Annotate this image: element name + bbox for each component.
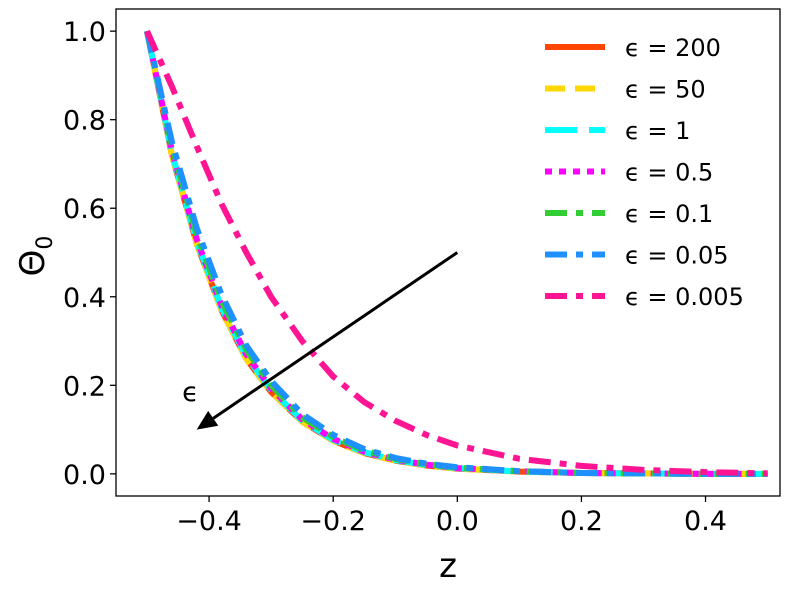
annotation-arrow-shaft (212, 251, 459, 420)
annotation-label: ϵ (182, 377, 199, 408)
x-axis-label: z (439, 546, 457, 586)
y-tick-label: 0.4 (63, 283, 106, 314)
plot-frame (115, 8, 781, 497)
legend-label: ϵ = 0.1 (625, 200, 713, 228)
y-tick-label: 0.0 (63, 460, 106, 491)
legend: ϵ = 200 ϵ = 50 ϵ = 1 ϵ = 0.5 ϵ = 0.1 ϵ = 0.05… (545, 34, 744, 311)
legend-label: ϵ = 50 (625, 76, 706, 104)
x-tick-label: −0.2 (300, 506, 366, 537)
annotation-layer: ϵ (182, 251, 459, 430)
legend-label: ϵ = 0.005 (625, 283, 744, 311)
y-axis-label: Θ0 (13, 236, 58, 277)
y-axis: 0.0 0.2 0.4 0.6 0.8 1.0 (63, 17, 116, 491)
legend-label: ϵ = 0.05 (625, 242, 729, 270)
x-tick-label: −0.4 (176, 506, 242, 537)
legend-label: ϵ = 200 (625, 34, 721, 62)
series-line-7 (144, 29, 768, 477)
legend-label: ϵ = 0.5 (625, 159, 713, 187)
y-tick-label: 0.8 (63, 106, 106, 137)
y-axis-label-main: Θ (13, 250, 53, 277)
y-axis-label-subscript: 0 (33, 236, 58, 250)
x-tick-label: 0.4 (684, 506, 727, 537)
series-layer (144, 29, 768, 477)
x-axis: −0.4 −0.2 0.0 0.2 0.4 (176, 496, 727, 537)
x-tick-label: 0.0 (436, 506, 479, 537)
y-tick-label: 0.2 (63, 371, 106, 402)
x-tick-label: 0.2 (560, 506, 603, 537)
series-line-6 (144, 30, 768, 477)
annotation-arrow-head (196, 410, 219, 430)
y-tick-label: 1.0 (63, 17, 106, 48)
y-tick-label: 0.6 (63, 194, 106, 225)
legend-label: ϵ = 1 (625, 117, 690, 145)
